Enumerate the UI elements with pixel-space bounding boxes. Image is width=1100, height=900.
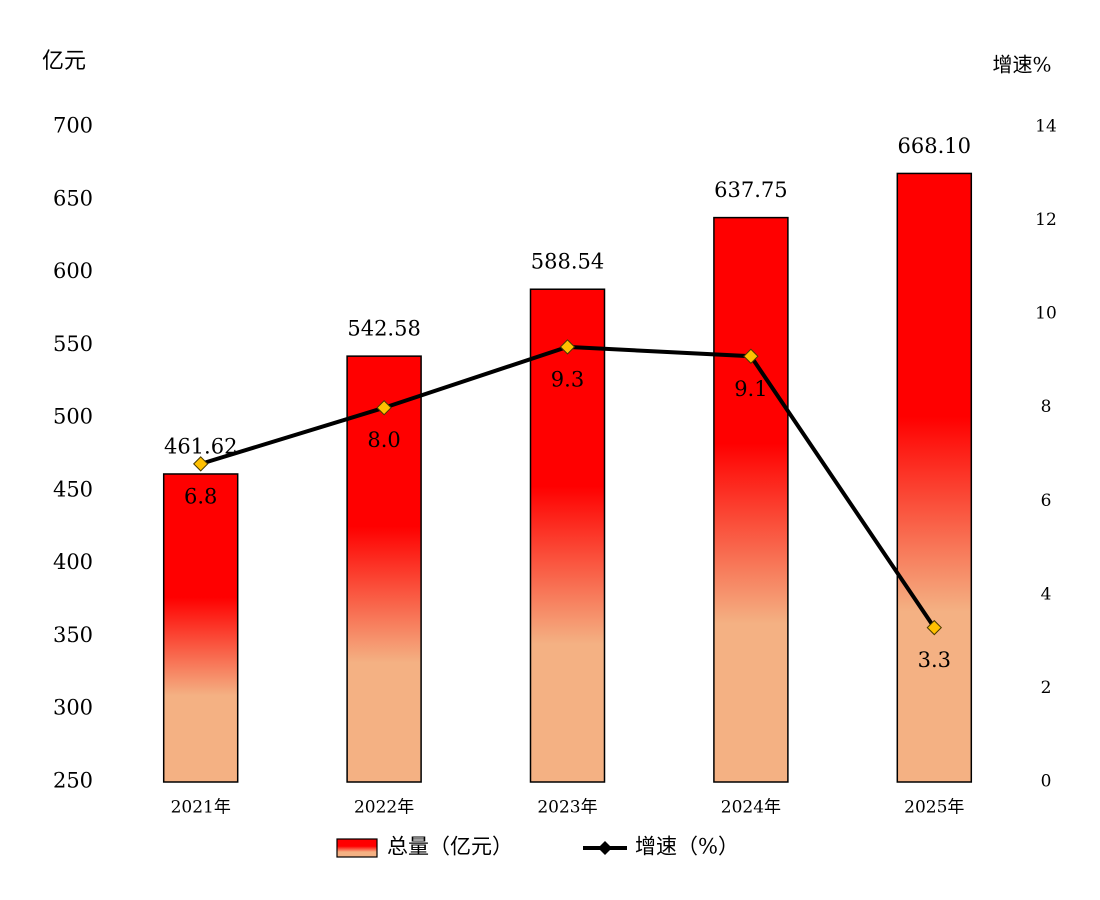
y-tick-label: 300 — [53, 696, 93, 720]
y-tick-label: 600 — [53, 259, 93, 283]
x-tick-label: 2022年 — [354, 798, 414, 818]
bar — [162, 473, 239, 783]
y2-tick-label: 12 — [1035, 210, 1057, 230]
line-marker — [926, 619, 943, 636]
line-marker — [376, 400, 392, 416]
line-value-label: 8.0 — [367, 428, 400, 452]
y2-axis-title: 增速% — [992, 53, 1051, 77]
x-tick-label: 2023年 — [537, 798, 597, 818]
x-tick-label: 2025年 — [904, 798, 964, 818]
bar — [896, 172, 973, 783]
line-marker — [743, 348, 759, 364]
bar — [713, 216, 789, 783]
bar-value-label: 637.75 — [714, 178, 787, 202]
y-tick-label: 350 — [53, 623, 93, 647]
bar-value-label: 588.54 — [531, 250, 604, 274]
y-tick-label: 400 — [53, 550, 93, 574]
legend-label: 总量（亿元） — [387, 835, 513, 859]
y-tick-label: 650 — [53, 186, 93, 210]
line-marker — [192, 456, 209, 472]
x-tick-label: 2021年 — [171, 798, 231, 818]
bar-value-label: 668.10 — [898, 134, 971, 158]
line-value-label: 9.3 — [551, 367, 584, 391]
legend-item: 增速（%） — [583, 835, 739, 859]
y2-tick-label: 4 — [1041, 584, 1052, 604]
y2-tick-label: 2 — [1041, 678, 1052, 698]
legend-swatch — [336, 838, 378, 858]
y2-tick-label: 8 — [1041, 397, 1052, 417]
bar — [529, 288, 606, 783]
legend-marker — [598, 841, 612, 855]
y2-tick-label: 10 — [1035, 304, 1057, 324]
line-value-label: 6.8 — [184, 484, 217, 508]
y-tick-label: 250 — [53, 769, 93, 793]
legend-label: 增速（%） — [635, 835, 739, 859]
bar-value-label: 542.58 — [347, 317, 420, 341]
line-value-label: 9.1 — [734, 377, 767, 401]
y-tick-label: 700 — [53, 114, 93, 138]
y-tick-label: 450 — [53, 477, 93, 501]
y-tick-label: 550 — [53, 332, 93, 356]
legend-item: 总量（亿元） — [336, 835, 513, 859]
y2-tick-label: 6 — [1041, 491, 1052, 511]
bar — [346, 355, 422, 783]
y2-tick-label: 14 — [1035, 117, 1057, 137]
y2-tick-label: 0 — [1041, 772, 1052, 792]
line-value-label: 3.3 — [918, 648, 951, 672]
y-tick-label: 500 — [53, 405, 93, 429]
x-tick-label: 2024年 — [721, 798, 781, 818]
line-marker — [559, 339, 576, 355]
y-axis-title: 亿元 — [42, 49, 86, 74]
